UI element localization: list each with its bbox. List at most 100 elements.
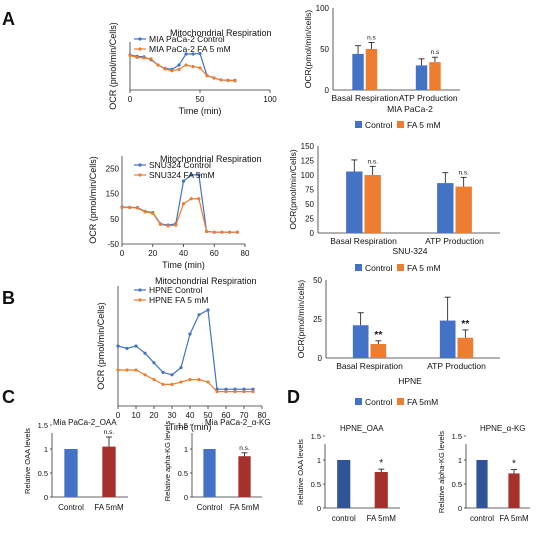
bar xyxy=(352,53,364,90)
y-tick-label: 1.5 xyxy=(311,432,321,441)
bar xyxy=(370,343,387,358)
data-point xyxy=(197,173,201,177)
data-point xyxy=(125,368,129,372)
bar xyxy=(429,62,441,90)
bar xyxy=(337,460,351,508)
data-point xyxy=(179,366,183,370)
C1-bar-chart: Mia PaCa-2_OAA 0 0.5 1 1.5 Relative OAA level… xyxy=(23,418,128,512)
chart-title: Mitochondrial Respiration xyxy=(160,154,262,164)
bar xyxy=(415,65,428,90)
data-point xyxy=(174,223,178,227)
chart-title: HPNE_α-KG xyxy=(480,424,526,433)
data-point xyxy=(179,380,183,384)
y-tick-label: 50 xyxy=(110,215,119,224)
y-tick-label: 50 xyxy=(320,45,329,54)
data-point xyxy=(226,78,230,82)
panel-label-a: A xyxy=(2,9,15,29)
legend-label: FA 5 mM xyxy=(407,120,441,130)
bar xyxy=(365,49,378,90)
category-label: ATP Production xyxy=(399,93,458,103)
data-point xyxy=(212,230,216,234)
chart-title: MIA PaCa-2 xyxy=(387,104,433,114)
data-point xyxy=(149,57,153,61)
data-point xyxy=(134,368,138,372)
x-tick-label: 80 xyxy=(258,411,267,420)
data-point xyxy=(251,387,255,391)
bar xyxy=(508,473,520,508)
x-tick-label: 50 xyxy=(196,95,205,104)
x-tick-label: 100 xyxy=(263,95,277,104)
bar xyxy=(364,175,381,233)
legend-label: HPNE FA 5 mM xyxy=(149,295,209,305)
significance-label: n.s. xyxy=(104,429,115,436)
bar xyxy=(102,446,116,497)
data-point xyxy=(191,64,195,69)
y-axis-label: OCR (pmol/min/Cells) xyxy=(108,22,118,110)
x-axis-label: Time (min) xyxy=(179,106,222,116)
significance-label: n.s. xyxy=(367,158,378,165)
x-tick-label: 40 xyxy=(186,411,195,420)
y-tick-label: 0 xyxy=(318,354,323,363)
data-point xyxy=(170,382,174,386)
panel-label-d: D xyxy=(287,387,300,407)
series-line-1 xyxy=(129,54,236,82)
category-label: FA 5mM xyxy=(230,503,260,512)
data-point xyxy=(189,197,193,201)
y-tick-label: 0 xyxy=(458,504,462,513)
y-tick-label: 100 xyxy=(301,171,315,180)
data-point xyxy=(242,390,246,394)
category-label: FA 5mM xyxy=(367,514,397,523)
data-point xyxy=(152,378,156,382)
y-axis-label: Relative OAA levels xyxy=(296,439,305,505)
data-point xyxy=(233,390,237,394)
y-tick-label: 250 xyxy=(106,165,120,174)
D2-bar-chart: HPNE_α-KG 0 0.5 1 1.5 Relative alpha-KG level… xyxy=(437,424,530,523)
D1-bar-chart: HPNE_OAA 0 0.5 1 1.5 Relative OAA levels contr… xyxy=(296,424,400,523)
data-point xyxy=(206,308,210,312)
y-tick-label: 0 xyxy=(184,493,188,502)
y-tick-label: -50 xyxy=(107,240,119,249)
x-tick-label: 10 xyxy=(132,411,141,420)
legend-label: FA 5 mM xyxy=(407,263,441,273)
data-point xyxy=(242,387,246,391)
bar xyxy=(439,320,456,358)
legend-label: MIA PaCa-2 Control xyxy=(149,34,225,44)
legend-swatch xyxy=(355,398,362,405)
chart-title: Mia PaCa-2_α-KG xyxy=(205,418,271,427)
y-tick-label: 0 xyxy=(317,504,321,513)
data-point xyxy=(152,361,156,365)
data-point xyxy=(143,373,147,377)
data-point xyxy=(128,53,132,58)
category-label: control xyxy=(470,514,494,523)
legend-label: SNU324 Control xyxy=(149,160,211,170)
data-point xyxy=(158,222,163,226)
data-point xyxy=(161,370,165,374)
data-point xyxy=(116,344,120,348)
y-axis-label: Relative alpha-KG levels xyxy=(437,431,446,513)
legend-label: HPNE Control xyxy=(149,285,202,295)
y-axis-label: OCR(pmol/min/cells) xyxy=(296,280,306,359)
data-point xyxy=(205,74,209,78)
data-point xyxy=(189,173,193,177)
bar xyxy=(64,449,78,497)
category-label: ATP Production xyxy=(425,236,484,246)
data-point xyxy=(143,351,147,355)
data-point xyxy=(134,344,138,348)
y-axis-label: Relative apha-KG levels xyxy=(163,421,172,502)
data-point xyxy=(251,390,255,394)
significance-label: ** xyxy=(461,319,469,330)
data-point xyxy=(181,202,186,206)
data-point xyxy=(156,63,160,67)
data-point xyxy=(235,230,239,234)
legend-label: Control xyxy=(365,397,393,407)
data-point xyxy=(233,387,237,391)
y-tick-label: 0.5 xyxy=(38,469,48,478)
chart-title: SNU-324 xyxy=(393,246,428,256)
category-label: FA 5mM xyxy=(499,514,529,523)
x-tick-label: 80 xyxy=(241,249,250,258)
y-tick-label: 0 xyxy=(325,86,330,95)
x-tick-label: 60 xyxy=(222,411,231,420)
bar xyxy=(238,456,251,497)
legend-swatch xyxy=(355,264,362,271)
